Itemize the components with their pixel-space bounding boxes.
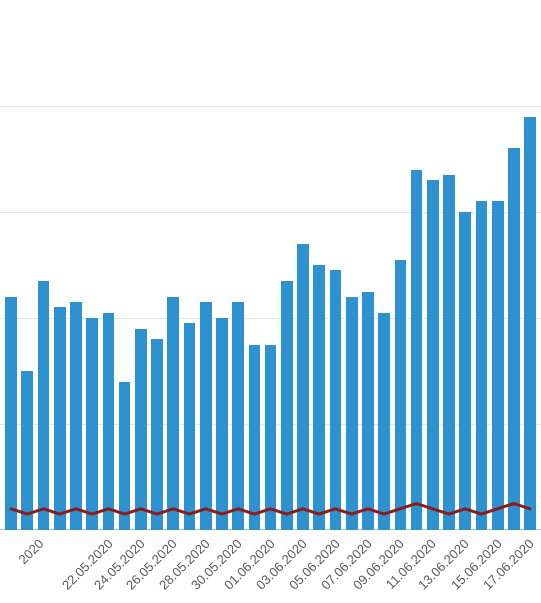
bar <box>443 175 455 530</box>
bar-slot <box>246 0 262 530</box>
x-axis-tick-label: 2020 <box>16 536 47 567</box>
bar-slot <box>52 0 68 530</box>
bar-slot <box>295 0 311 530</box>
bar-slot <box>149 0 165 530</box>
bar-slot <box>457 0 473 530</box>
bar <box>5 297 17 530</box>
bar <box>346 297 358 530</box>
bar-slot <box>392 0 408 530</box>
bar-slot <box>165 0 181 530</box>
bar-slot <box>198 0 214 530</box>
bar-slot <box>376 0 392 530</box>
bar <box>330 270 342 530</box>
bar <box>86 318 98 530</box>
bar <box>119 382 131 530</box>
bar <box>103 313 115 530</box>
bar-slot <box>133 0 149 530</box>
chart-container: 202022.05.202024.05.202026.05.202028.05.… <box>0 0 541 603</box>
bar <box>265 345 277 531</box>
bar <box>476 201 488 530</box>
bar-slot <box>35 0 51 530</box>
bar-slot <box>425 0 441 530</box>
bar-slot <box>506 0 522 530</box>
bar-slot <box>117 0 133 530</box>
bar-slot <box>3 0 19 530</box>
bar <box>459 212 471 530</box>
bar-slot <box>181 0 197 530</box>
bar-series <box>0 0 541 530</box>
bar-slot <box>408 0 424 530</box>
bar-slot <box>19 0 35 530</box>
bar-slot <box>473 0 489 530</box>
bar-slot <box>344 0 360 530</box>
bar <box>249 345 261 531</box>
plot-area <box>0 0 541 530</box>
bar-slot <box>327 0 343 530</box>
bar-slot <box>230 0 246 530</box>
bar <box>232 302 244 530</box>
bar <box>184 323 196 530</box>
bar <box>216 318 228 530</box>
bar <box>135 329 147 530</box>
bar <box>70 302 82 530</box>
bar-slot <box>214 0 230 530</box>
bar <box>508 148 520 530</box>
bar <box>362 292 374 531</box>
bar-slot <box>84 0 100 530</box>
bar <box>411 170 423 530</box>
bar-slot <box>490 0 506 530</box>
bar-slot <box>100 0 116 530</box>
bar <box>281 281 293 530</box>
x-axis-labels: 202022.05.202024.05.202026.05.202028.05.… <box>0 530 541 603</box>
bar <box>297 244 309 530</box>
bar <box>492 201 504 530</box>
bar-slot <box>311 0 327 530</box>
bar <box>21 371 33 530</box>
bar-slot <box>68 0 84 530</box>
bar-slot <box>360 0 376 530</box>
bar <box>395 260 407 530</box>
bar <box>54 307 66 530</box>
bar <box>167 297 179 530</box>
bar <box>38 281 50 530</box>
bar <box>378 313 390 530</box>
bar <box>524 117 536 530</box>
bar-slot <box>522 0 538 530</box>
bar <box>313 265 325 530</box>
bar <box>151 339 163 530</box>
bar-slot <box>263 0 279 530</box>
bar-slot <box>441 0 457 530</box>
bar <box>427 180 439 530</box>
bar <box>200 302 212 530</box>
bar-slot <box>279 0 295 530</box>
